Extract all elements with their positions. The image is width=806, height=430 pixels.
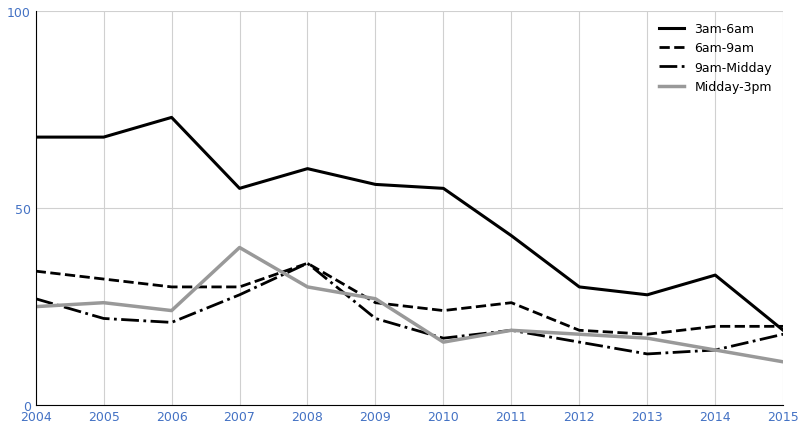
9am-Midday: [779, 332, 788, 337]
9am-Midday: [303, 261, 313, 266]
9am-Midday: [235, 292, 244, 298]
3am-6am: [167, 116, 177, 121]
Midday-3pm: [99, 301, 109, 306]
Midday-3pm: [438, 340, 448, 345]
3am-6am: [31, 135, 40, 140]
Midday-3pm: [167, 308, 177, 313]
Line: 3am-6am: 3am-6am: [35, 118, 783, 331]
Midday-3pm: [575, 332, 584, 337]
Line: 6am-9am: 6am-9am: [35, 264, 783, 335]
3am-6am: [642, 292, 652, 298]
Midday-3pm: [371, 296, 380, 301]
Midday-3pm: [31, 304, 40, 310]
Line: Midday-3pm: Midday-3pm: [35, 248, 783, 362]
6am-9am: [438, 308, 448, 313]
Midday-3pm: [779, 359, 788, 365]
9am-Midday: [506, 328, 516, 333]
6am-9am: [371, 301, 380, 306]
3am-6am: [371, 182, 380, 187]
9am-Midday: [438, 336, 448, 341]
3am-6am: [303, 167, 313, 172]
3am-6am: [506, 233, 516, 239]
6am-9am: [235, 285, 244, 290]
6am-9am: [31, 269, 40, 274]
Midday-3pm: [506, 328, 516, 333]
9am-Midday: [99, 316, 109, 321]
3am-6am: [438, 186, 448, 191]
3am-6am: [710, 273, 720, 278]
9am-Midday: [371, 316, 380, 321]
6am-9am: [303, 261, 313, 266]
Midday-3pm: [710, 347, 720, 353]
9am-Midday: [167, 320, 177, 325]
6am-9am: [167, 285, 177, 290]
3am-6am: [99, 135, 109, 140]
6am-9am: [575, 328, 584, 333]
Legend: 3am-6am, 6am-9am, 9am-Midday, Midday-3pm: 3am-6am, 6am-9am, 9am-Midday, Midday-3pm: [654, 18, 777, 99]
6am-9am: [710, 324, 720, 329]
9am-Midday: [31, 296, 40, 301]
9am-Midday: [642, 352, 652, 357]
Midday-3pm: [642, 336, 652, 341]
6am-9am: [779, 324, 788, 329]
Midday-3pm: [235, 246, 244, 251]
3am-6am: [575, 285, 584, 290]
6am-9am: [99, 277, 109, 282]
9am-Midday: [575, 340, 584, 345]
Midday-3pm: [303, 285, 313, 290]
6am-9am: [642, 332, 652, 337]
9am-Midday: [710, 347, 720, 353]
3am-6am: [779, 328, 788, 333]
6am-9am: [506, 301, 516, 306]
Line: 9am-Midday: 9am-Midday: [35, 264, 783, 354]
3am-6am: [235, 186, 244, 191]
